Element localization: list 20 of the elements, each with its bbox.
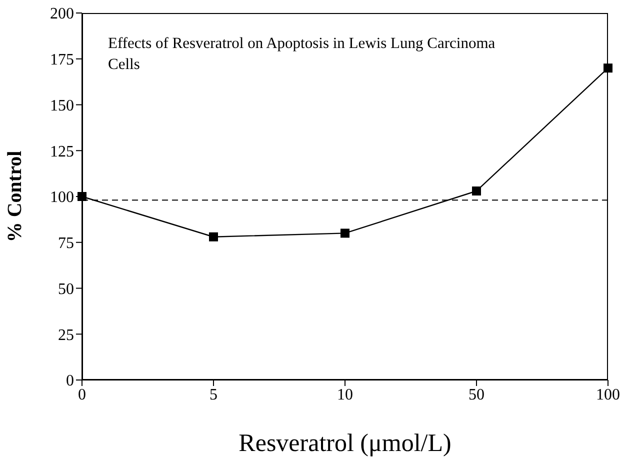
- point: [472, 186, 481, 196]
- x-tick-label: 5: [210, 386, 218, 404]
- y-tick-label: 175: [50, 52, 74, 69]
- y-tick-label: 50: [58, 280, 74, 298]
- x-axis-title: Resveratrol (μmol/L): [238, 430, 452, 457]
- y-tick-label: 100: [50, 189, 74, 206]
- y-tick-label: 25: [58, 326, 74, 344]
- x-tick-label: 100: [596, 386, 620, 404]
- point: [340, 228, 350, 238]
- x-tick-label: 0: [78, 386, 86, 404]
- y-tick-label: 75: [58, 235, 74, 252]
- y-axis-title: % Control: [4, 150, 26, 242]
- y-tick-label: 150: [50, 97, 74, 114]
- text: Effects of Resveratrol on Apoptosis in Lewis Lung Carcinoma Cells: [108, 34, 496, 75]
- y-tick-label: 0: [66, 372, 74, 390]
- x-tick-label: 50: [468, 386, 484, 404]
- point: [209, 232, 218, 242]
- y-tick-label: 200: [50, 6, 74, 23]
- x-tick-label: 10: [337, 386, 353, 404]
- y-tick-label: 125: [50, 143, 74, 160]
